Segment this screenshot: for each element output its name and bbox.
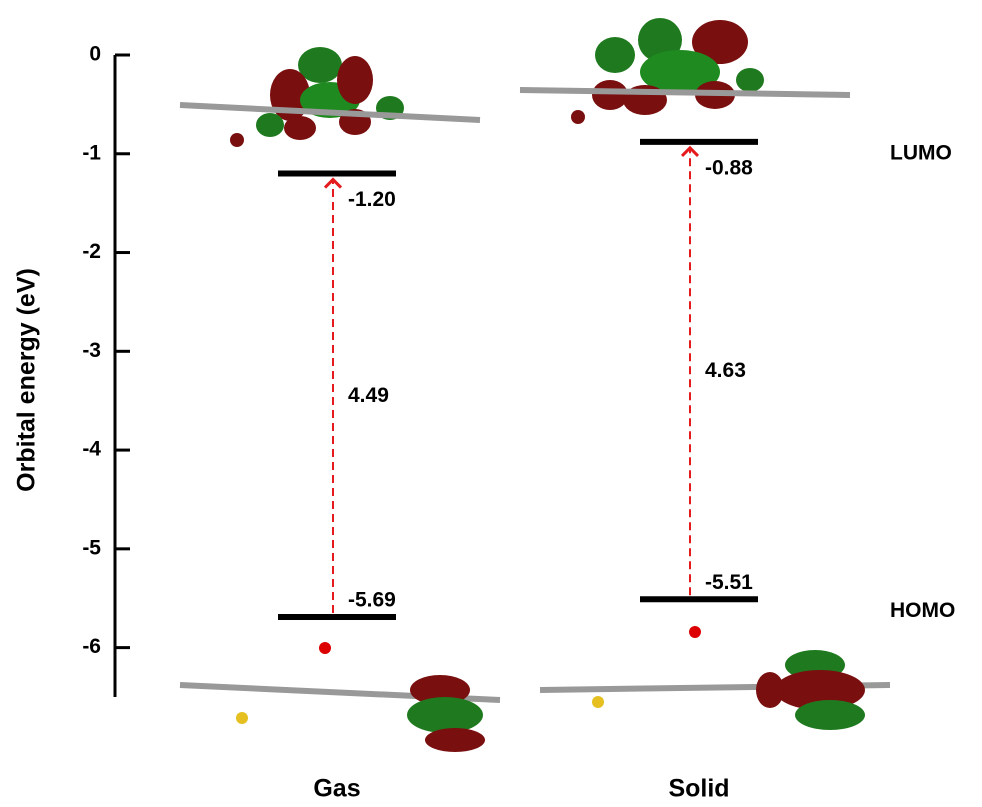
level-name: LUMO — [890, 141, 952, 164]
y-tick-label: 0 — [89, 43, 101, 66]
chart: Orbital energy (eV) 0 -1 -2 -3 -4 -5 -6 Gas Soli… — [0, 0, 982, 807]
y-tick-label: -1 — [82, 141, 101, 164]
x-category-label: Gas — [313, 775, 360, 803]
y-tick-label: -4 — [82, 438, 101, 461]
y-tick-label: -2 — [82, 240, 101, 263]
x-category-label: Solid — [668, 775, 729, 803]
value-label: -5.51 — [705, 571, 753, 594]
gas-homo-orbital — [180, 642, 500, 752]
y-axis-label: Orbital energy (eV) — [13, 268, 41, 492]
page: Orbital energy (eV) 0 -1 -2 -3 -4 -5 -6 Gas Soli… — [0, 0, 982, 807]
y-tick-label: -3 — [82, 339, 101, 362]
y-tick-label: -6 — [82, 635, 101, 658]
solid-lumo-orbital — [520, 18, 850, 124]
value-label: -5.69 — [348, 589, 396, 612]
gas-lumo-orbital — [180, 47, 480, 147]
solid-homo-orbital — [540, 626, 890, 730]
value-label: -0.88 — [705, 156, 753, 179]
value-label: -1.20 — [348, 188, 396, 211]
y-tick-label: -5 — [82, 536, 101, 559]
molecule-images — [180, 18, 890, 752]
level-name: HOMO — [890, 599, 955, 622]
gap-label: 4.63 — [705, 359, 746, 382]
gap-label: 4.49 — [348, 384, 389, 407]
